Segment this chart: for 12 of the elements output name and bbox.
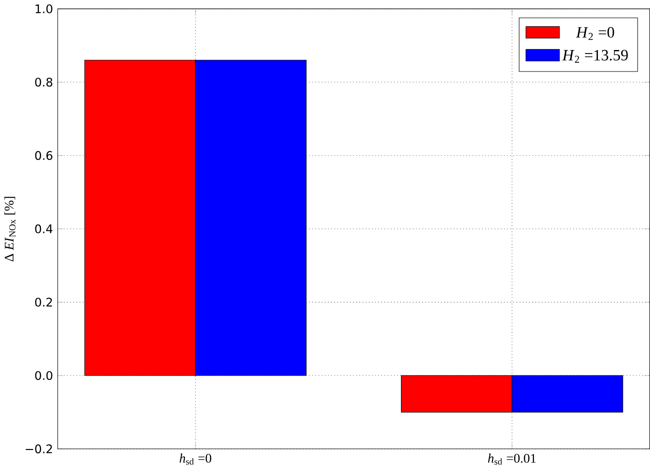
x-tick-label: h$_{sd}$ =0 bbox=[180, 453, 212, 465]
y-tick-label: 1.0 bbox=[36, 4, 52, 14]
legend-label: H$_{2}$ =0 bbox=[576, 27, 614, 40]
y-tick-label: −0.2 bbox=[26, 444, 52, 454]
y-tick-label: 0.0 bbox=[35, 371, 52, 380]
y-tick-label: 0.2 bbox=[35, 298, 52, 307]
legend-label: H$_{2}$ =13.59 bbox=[562, 50, 628, 63]
y-tick-label: 0.6 bbox=[35, 151, 52, 160]
y-tick-label: 0.4 bbox=[35, 224, 52, 234]
y-tick-label: 0.8 bbox=[35, 78, 52, 87]
x-tick-label: h$_{sd}$ =0.01 bbox=[488, 453, 536, 465]
y-axis-title: Δ EI$_{NOx}$ [%] bbox=[4, 196, 16, 262]
